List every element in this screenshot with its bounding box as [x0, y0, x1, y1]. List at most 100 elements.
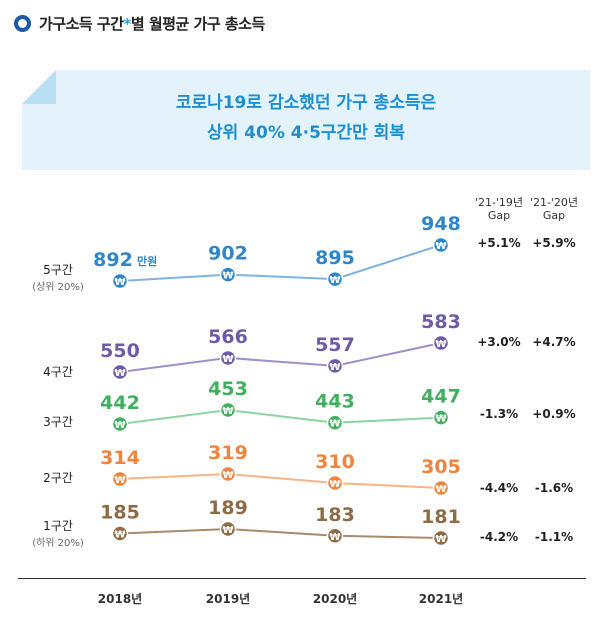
gap-header-1: '21-'19년 [475, 196, 523, 209]
data-label: 566 [208, 326, 248, 348]
won-icon: ₩ [222, 525, 233, 536]
data-point-marker [432, 479, 450, 497]
won-icon: ₩ [114, 420, 125, 431]
gap-value: +5.9% [532, 236, 575, 250]
data-point-marker [111, 525, 129, 542]
data-point-marker [432, 409, 450, 426]
data-point-marker [432, 236, 450, 254]
data-point-marker [219, 401, 237, 419]
series-label: 5구간 [43, 263, 73, 277]
won-icon: ₩ [329, 419, 340, 430]
data-point-marker [326, 474, 344, 492]
data-point-marker [219, 266, 237, 283]
series-label: 2구간 [43, 471, 73, 485]
data-point-marker [111, 470, 129, 488]
data-label: 557 [315, 334, 355, 356]
gap-value: +5.1% [477, 236, 520, 250]
unit-label: 만원 [137, 254, 157, 268]
data-point-marker [326, 527, 344, 544]
data-label: 183 [315, 504, 355, 526]
data-point-marker [111, 272, 129, 290]
data-point-marker [432, 529, 450, 547]
gap-value: -1.3% [480, 407, 518, 421]
won-icon: ₩ [222, 354, 233, 365]
data-label: 185 [100, 502, 140, 524]
series-label: 1구간 [43, 519, 73, 533]
title-part-2: 별 월평균 가구 총소득 [130, 14, 265, 33]
won-icon: ₩ [435, 241, 446, 252]
series-sublabel: (하위 20%) [32, 536, 84, 549]
data-label: 314 [100, 447, 140, 469]
won-icon: ₩ [435, 414, 446, 425]
x-tick-label: 2020년 [313, 592, 357, 606]
gap-value: +3.0% [477, 335, 520, 349]
data-point-marker [326, 414, 344, 431]
data-label: 550 [100, 340, 140, 362]
data-label: 895 [315, 247, 355, 269]
banner-line-2: 상위 40% 4·5구간만 회복 [206, 123, 406, 143]
won-icon: ₩ [435, 339, 446, 350]
gap-value: -4.4% [480, 481, 518, 495]
won-icon: ₩ [114, 530, 125, 541]
chart-title: 가구소득 구간*별 월평균 가구 총소득 [39, 13, 265, 34]
title-star: * [123, 14, 132, 33]
data-label: 443 [315, 391, 355, 413]
banner-line-1: 코로나19로 감소했던 가구 총소득은 [175, 93, 437, 113]
won-icon: ₩ [435, 534, 446, 545]
gap-value: -1.6% [535, 481, 573, 495]
won-icon: ₩ [114, 368, 125, 379]
data-point-marker [326, 270, 344, 288]
series-line-3 [119, 408, 442, 425]
data-label: 948 [421, 213, 461, 235]
series-line-2 [119, 342, 442, 373]
won-icon: ₩ [329, 275, 340, 286]
data-point-marker [326, 357, 344, 375]
data-label: 310 [315, 451, 355, 473]
won-icon: ₩ [222, 406, 233, 417]
gap-value: -1.1% [535, 530, 573, 544]
gap-value: +0.9% [532, 407, 575, 421]
banner-text: 코로나19로 감소했던 가구 총소득은 상위 40% 4·5구간만 회복 [22, 88, 590, 148]
data-label: 583 [421, 311, 461, 333]
data-label: 892 [93, 249, 133, 271]
gap-value: -4.2% [480, 530, 518, 544]
won-icon: ₩ [222, 271, 233, 282]
series-line-5 [119, 527, 442, 539]
banner-fold-corner [22, 70, 56, 104]
won-icon: ₩ [114, 475, 125, 486]
won-icon: ₩ [435, 484, 446, 495]
headline-banner: 코로나19로 감소했던 가구 총소득은 상위 40% 4·5구간만 회복 [22, 70, 590, 170]
data-point-marker [219, 520, 237, 538]
data-label: 442 [100, 392, 140, 414]
x-tick-label: 2018년 [98, 592, 142, 606]
data-point-marker [219, 465, 237, 483]
chart-header: 가구소득 구간*별 월평균 가구 총소득 [14, 12, 265, 34]
series-line-4 [119, 472, 442, 489]
gap-value: +4.7% [532, 335, 575, 349]
series-sublabel: (상위 20%) [32, 280, 84, 293]
data-label: 902 [208, 243, 248, 265]
won-icon: ₩ [329, 532, 340, 543]
won-icon: ₩ [114, 277, 125, 288]
series-line-1 [119, 244, 442, 282]
data-label: 181 [421, 506, 461, 528]
data-label: 319 [208, 442, 248, 464]
gap-header-1: Gap [488, 209, 510, 222]
data-point-marker [111, 415, 129, 433]
data-point-marker [219, 349, 237, 367]
series-label: 3구간 [43, 415, 73, 429]
x-tick-label: 2021년 [419, 592, 463, 606]
won-icon: ₩ [329, 479, 340, 490]
data-label: 453 [208, 378, 248, 400]
won-icon: ₩ [329, 362, 340, 373]
gap-header-2: Gap [543, 209, 565, 222]
series-label: 4구간 [43, 365, 73, 379]
title-part-1: 가구소득 구간 [39, 14, 124, 33]
data-label: 447 [421, 386, 461, 408]
data-point-marker [111, 363, 129, 381]
circle-bullet-icon [14, 14, 31, 32]
gap-header-2: '21-'20년 [530, 196, 578, 209]
data-point-marker [432, 334, 450, 352]
data-label: 305 [421, 456, 461, 478]
